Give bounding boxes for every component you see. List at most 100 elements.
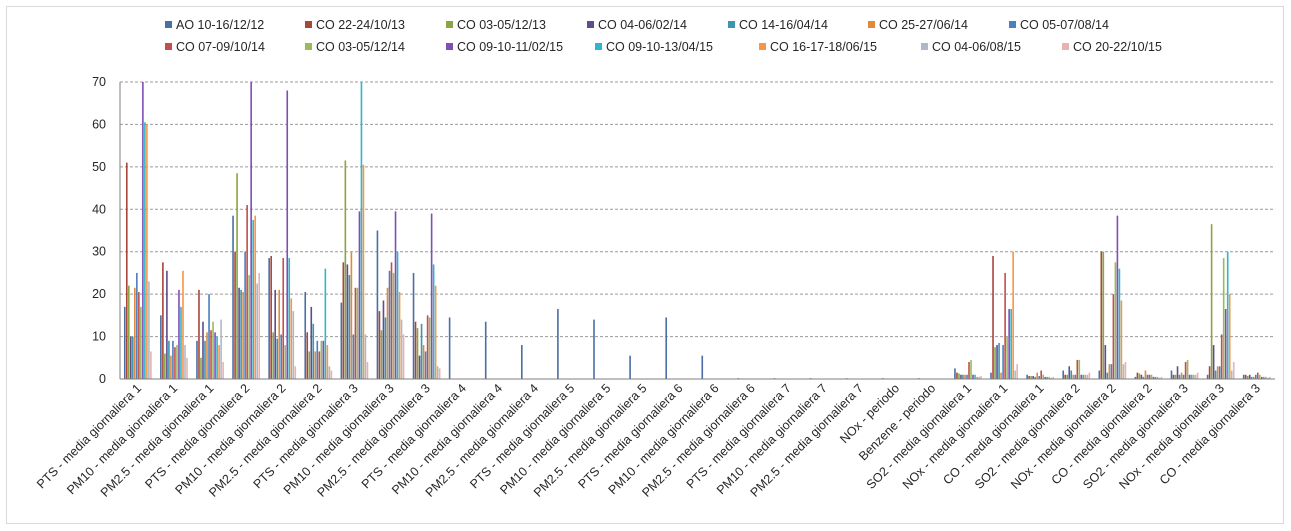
bar	[1136, 372, 1139, 379]
legend-swatch	[305, 21, 312, 28]
bar	[1208, 366, 1211, 379]
bar	[398, 292, 401, 379]
bar	[344, 160, 347, 379]
bar	[994, 347, 996, 379]
legend-label: CO 03-05/12/13	[457, 18, 546, 32]
bar	[1256, 372, 1259, 379]
bar	[1010, 308, 1012, 379]
bar	[342, 262, 345, 379]
bar	[328, 366, 331, 379]
bar	[1080, 374, 1083, 379]
bar	[258, 272, 260, 379]
bar	[1082, 374, 1085, 379]
bar	[1026, 374, 1028, 379]
bar	[1108, 364, 1111, 379]
bar	[282, 258, 285, 379]
bar	[392, 272, 395, 379]
bar	[308, 351, 311, 379]
bar	[280, 334, 283, 379]
bar	[144, 122, 146, 379]
bar	[438, 368, 441, 379]
bar	[340, 302, 343, 379]
bar	[1028, 376, 1030, 379]
bar	[1084, 374, 1087, 379]
bar	[196, 340, 198, 379]
bar	[1068, 366, 1071, 379]
bar	[400, 319, 403, 379]
bar	[142, 82, 144, 379]
y-tick-label: 30	[92, 245, 106, 259]
bar	[292, 311, 295, 379]
bar	[1112, 294, 1115, 379]
bar	[996, 345, 998, 379]
bar	[1170, 370, 1173, 379]
bar	[1140, 374, 1143, 379]
bar	[1269, 376, 1271, 379]
bar	[960, 374, 962, 379]
bar	[198, 289, 200, 379]
legend-label: CO 09-10-13/04/15	[606, 40, 713, 54]
bar	[1138, 373, 1141, 379]
bar	[272, 332, 274, 379]
bar	[148, 281, 150, 379]
bar	[1050, 377, 1053, 379]
bar	[356, 287, 359, 379]
bar	[1118, 268, 1121, 379]
bar	[436, 366, 439, 379]
legend-swatch	[1009, 21, 1016, 28]
bar	[314, 351, 317, 379]
bar	[1036, 372, 1038, 379]
bar	[146, 124, 148, 380]
bar	[288, 258, 291, 379]
legend: AO 10-16/12/12 CO 22-24/10/13 CO 03-05/12/…	[165, 18, 1162, 54]
chart-frame: AO 10-16/12/12 CO 22-24/10/13 CO 03-05/12/…	[6, 6, 1284, 524]
y-tick-label: 60	[92, 117, 106, 131]
legend-swatch	[446, 43, 453, 50]
legend-label: AO 10-16/12/12	[176, 18, 264, 32]
bar	[1180, 372, 1183, 379]
bar	[320, 340, 323, 379]
bar	[1014, 370, 1016, 379]
bar	[322, 340, 325, 379]
bar	[1262, 376, 1265, 379]
bar	[1040, 370, 1042, 379]
bar	[1258, 374, 1261, 379]
bar	[210, 330, 212, 379]
bar	[242, 292, 244, 379]
bar	[1206, 374, 1209, 379]
bar	[1214, 370, 1217, 379]
bar	[1070, 370, 1073, 379]
bar	[240, 289, 242, 379]
bar	[412, 272, 415, 379]
bar	[127, 285, 130, 379]
bar	[964, 374, 966, 379]
bar	[1265, 376, 1267, 379]
bar	[980, 376, 982, 379]
bar	[184, 345, 186, 379]
bar	[1142, 376, 1145, 379]
bar	[958, 373, 960, 379]
legend-label: CO 22-24/10/13	[316, 18, 405, 32]
bar	[970, 359, 972, 379]
legend-label: CO 07-09/10/14	[176, 40, 265, 54]
bar	[1156, 376, 1159, 379]
bars	[123, 82, 1271, 380]
y-tick-label: 50	[92, 160, 106, 174]
bar	[1144, 370, 1147, 379]
bar	[284, 345, 287, 379]
bar	[1267, 377, 1269, 379]
bar	[1232, 362, 1235, 379]
bar	[1048, 376, 1051, 379]
bar	[1078, 359, 1081, 379]
bar	[414, 321, 417, 379]
bar	[1072, 374, 1075, 379]
axes	[119, 82, 1275, 380]
bar	[254, 215, 256, 379]
bar	[286, 90, 289, 380]
bar	[1102, 251, 1105, 379]
legend-swatch	[921, 43, 928, 50]
bar	[132, 336, 134, 379]
bar	[1042, 374, 1045, 379]
y-tick-label: 20	[92, 287, 106, 301]
